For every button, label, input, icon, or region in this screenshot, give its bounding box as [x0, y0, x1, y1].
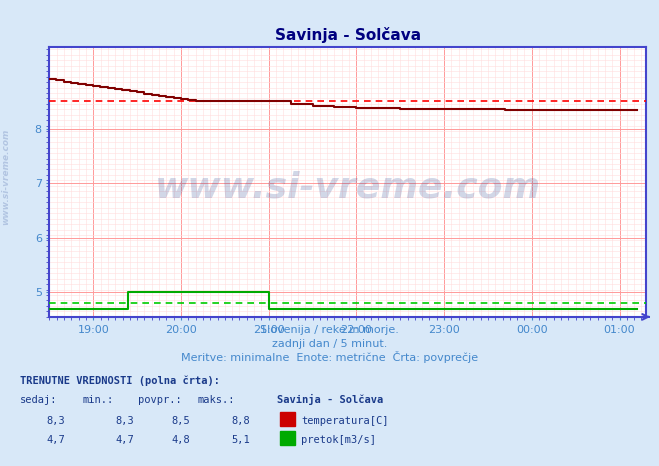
Text: 8,5: 8,5	[172, 416, 190, 426]
Text: 4,7: 4,7	[47, 435, 65, 445]
Text: povpr.:: povpr.:	[138, 395, 182, 405]
Text: pretok[m3/s]: pretok[m3/s]	[301, 435, 376, 445]
Text: 8,8: 8,8	[231, 416, 250, 426]
Text: 8,3: 8,3	[116, 416, 134, 426]
Text: TRENUTNE VREDNOSTI (polna črta):: TRENUTNE VREDNOSTI (polna črta):	[20, 376, 219, 386]
Text: 5,1: 5,1	[231, 435, 250, 445]
Text: min.:: min.:	[82, 395, 113, 405]
Text: sedaj:: sedaj:	[20, 395, 57, 405]
Text: 4,8: 4,8	[172, 435, 190, 445]
Text: temperatura[C]: temperatura[C]	[301, 416, 389, 426]
Title: Savinja - Solčava: Savinja - Solčava	[275, 27, 420, 43]
Text: zadnji dan / 5 minut.: zadnji dan / 5 minut.	[272, 339, 387, 349]
Text: Savinja - Solčava: Savinja - Solčava	[277, 394, 383, 405]
Text: www.si-vreme.com: www.si-vreme.com	[155, 170, 540, 204]
Text: Meritve: minimalne  Enote: metrične  Črta: povprečje: Meritve: minimalne Enote: metrične Črta:…	[181, 351, 478, 363]
Text: Slovenija / reke in morje.: Slovenija / reke in morje.	[260, 325, 399, 335]
Text: 4,7: 4,7	[116, 435, 134, 445]
Text: 8,3: 8,3	[47, 416, 65, 426]
Text: maks.:: maks.:	[198, 395, 235, 405]
Text: www.si-vreme.com: www.si-vreme.com	[1, 129, 10, 225]
